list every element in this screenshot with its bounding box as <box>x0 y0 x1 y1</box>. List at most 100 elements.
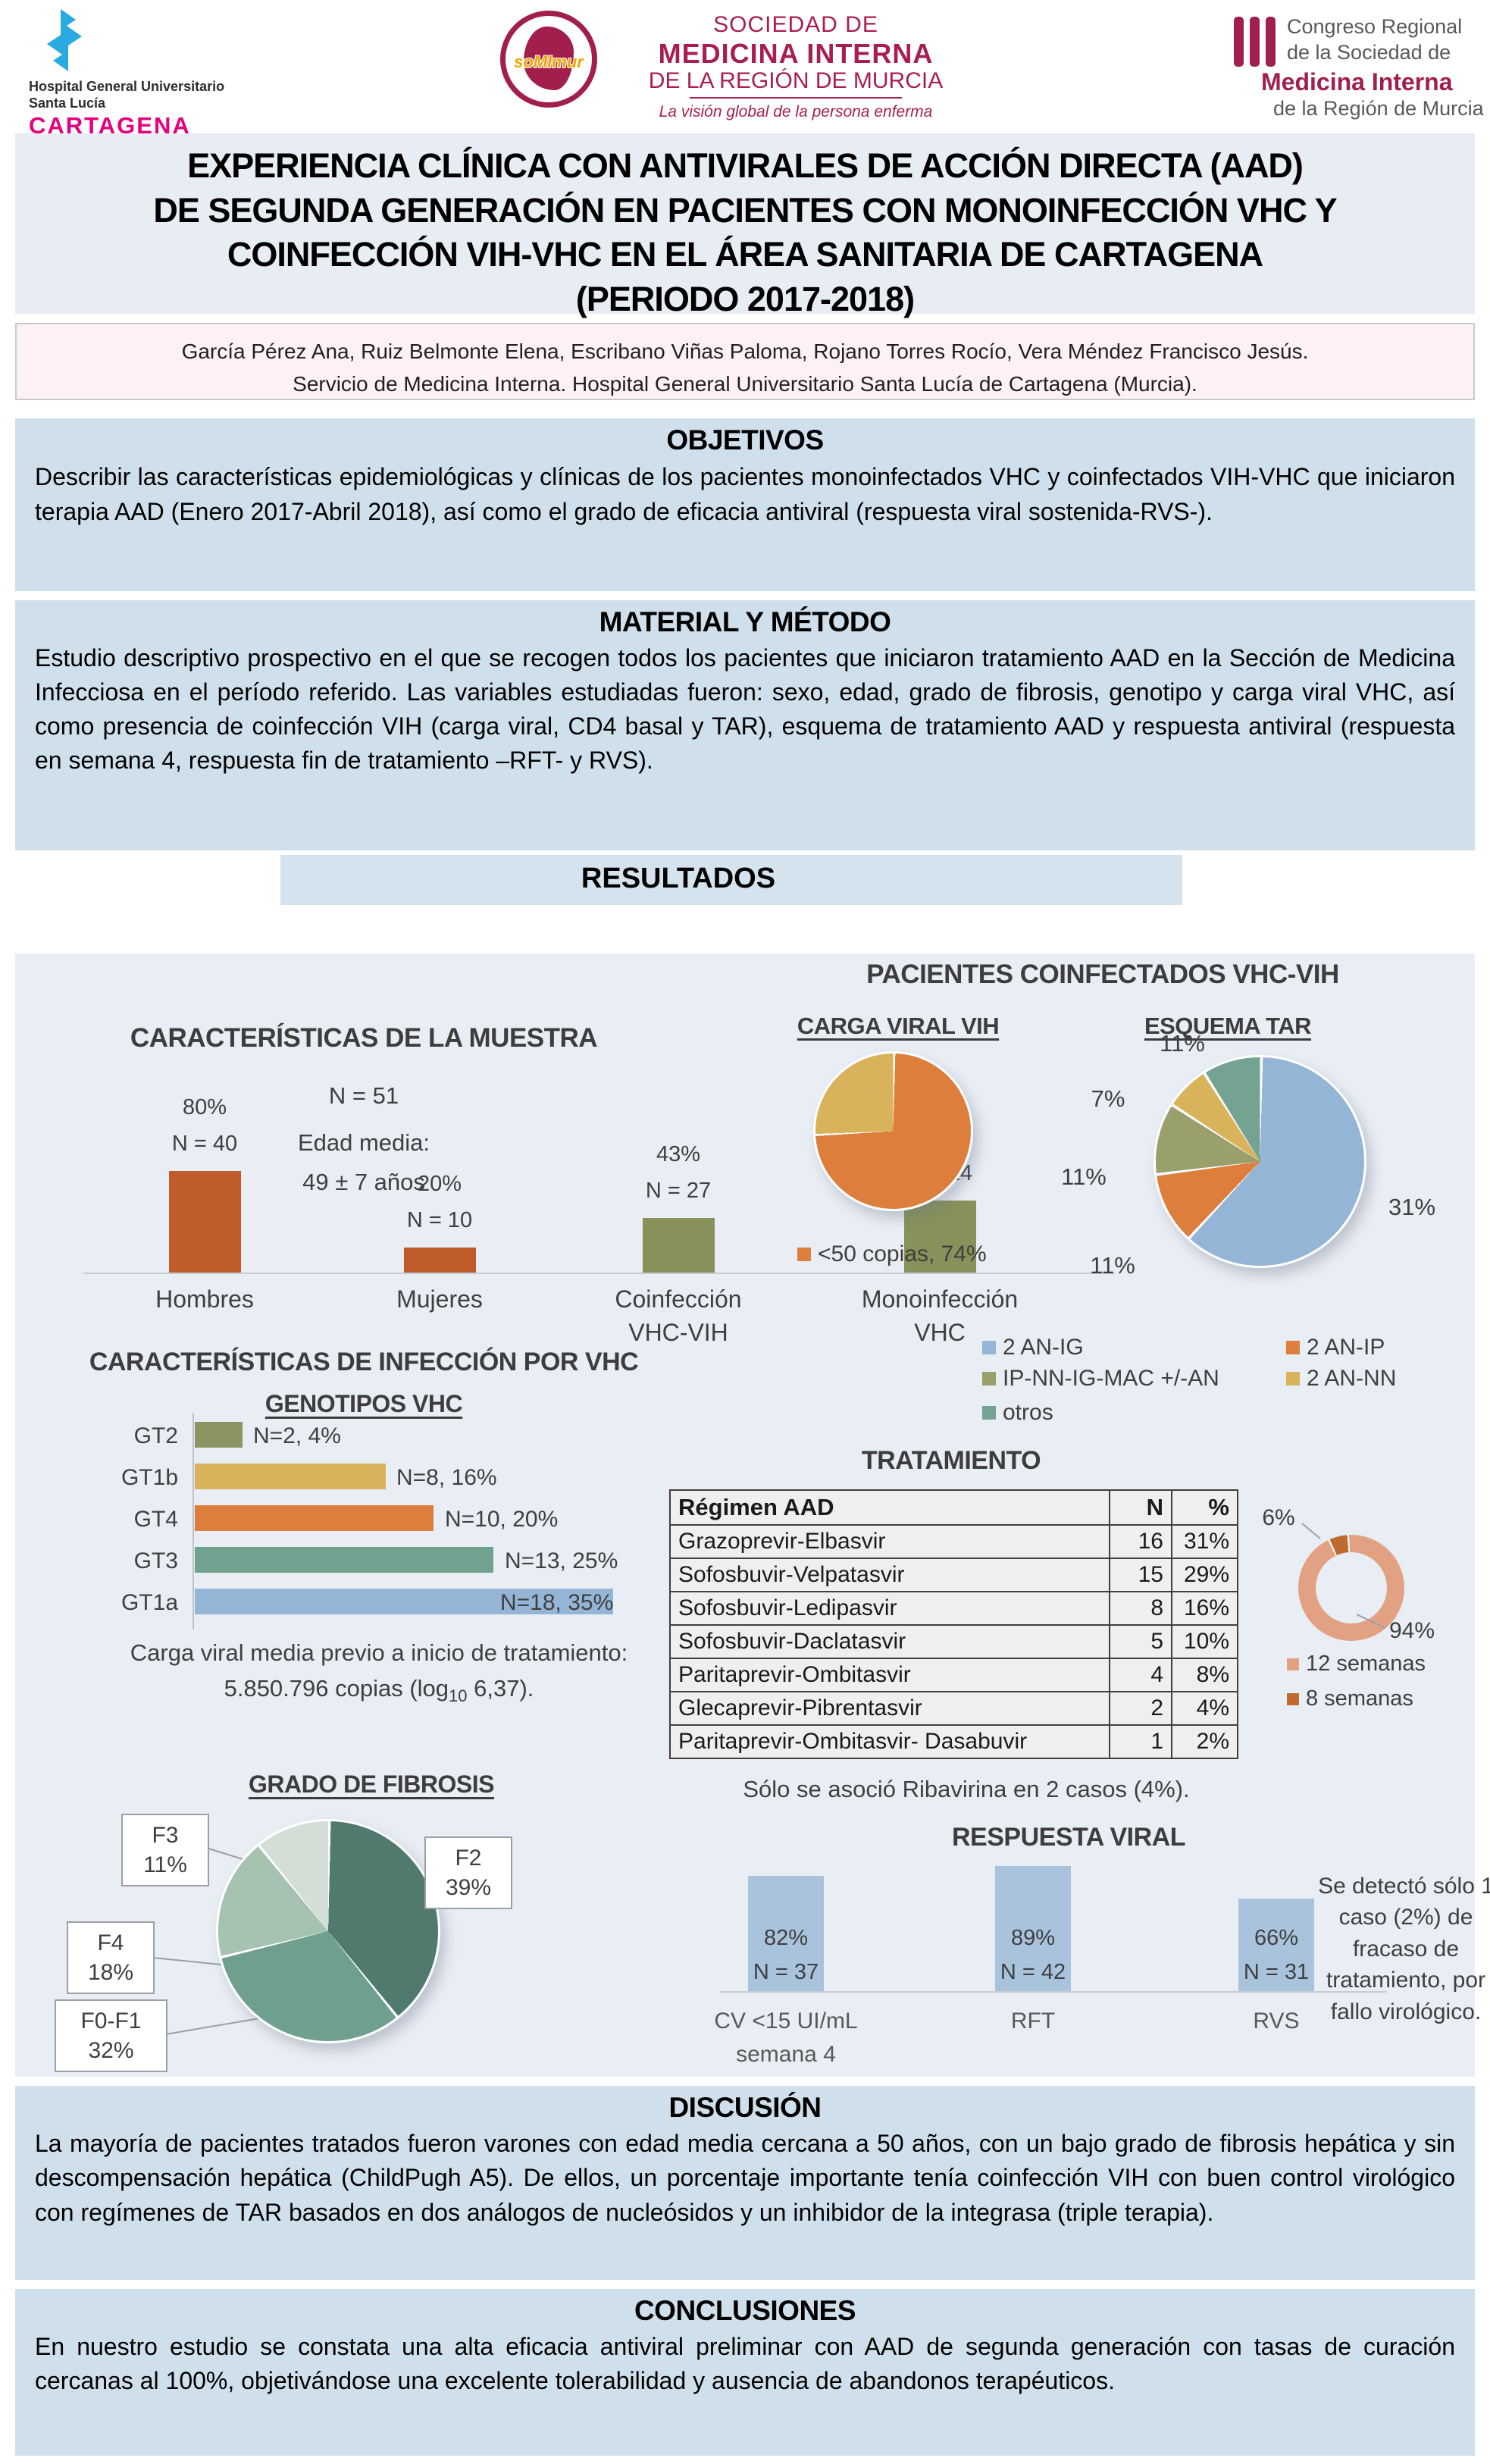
carga-media-pre: 5.850.796 copias (log <box>224 1675 449 1702</box>
muestra-bar-hombres <box>169 1170 241 1273</box>
respuesta-pct-cv: 82% <box>763 1926 809 1950</box>
table-cell: 4 <box>1109 1658 1172 1692</box>
tratamiento-heading: TRATAMIENTO <box>861 1446 1041 1475</box>
muestra-n-total: N = 51 <box>328 1082 399 1109</box>
conclusiones-heading: CONCLUSIONES <box>634 2295 856 2326</box>
muestra-n-hombres: N = 40 <box>171 1132 238 1156</box>
table-cell: Paritaprevir-Ombitasvir- Dasabuvir <box>669 1724 1110 1759</box>
carga-viral-vih-title: CARGA VIRAL VIH <box>797 1013 1000 1039</box>
table-cell: Sofosbuvir-Ledipasvir <box>669 1591 1110 1626</box>
col-pct: % <box>1171 1489 1238 1526</box>
respuesta-n-rvs: N = 31 <box>1243 1960 1310 1984</box>
donut-label-94: 94% <box>1388 1618 1435 1643</box>
table-row: Glecaprevir-Pibrentasvir 2 4% <box>669 1691 1238 1726</box>
genotipos-label-gt2: GT2 <box>133 1423 178 1448</box>
table-cell: 15 <box>1109 1558 1172 1592</box>
respuesta-bar-rvs <box>1238 1898 1314 1992</box>
muestra-pct-hombres: 80% <box>182 1095 227 1119</box>
discusion-heading: DISCUSIÓN <box>668 2092 822 2123</box>
table-cell: Sofosbuvir-Daclatasvir <box>669 1624 1110 1659</box>
respuesta-cat-cv-l1: CV <15 UI/mL <box>714 2008 858 2034</box>
esquema-legend-2anip: 2 AN-IP <box>1286 1335 1385 1360</box>
title-line1: EXPERIENCIA CLÍNICA CON ANTIVIRALES DE A… <box>187 146 1304 185</box>
legend-swatch-12sem <box>1287 1658 1299 1670</box>
table-row: Sofosbuvir-Daclatasvir 5 10% <box>669 1624 1238 1659</box>
genotipos-title: GENOTIPOS VHC <box>265 1390 463 1417</box>
muestra-n-coinfeccion: N = 27 <box>645 1179 712 1203</box>
esquema-label-2anip: 11% <box>1090 1252 1135 1279</box>
coinfectados-heading: PACIENTES COINFECTADOS VHC-VIH <box>866 960 1339 989</box>
muestra-cat-monoinfeccion-l2: VHC <box>914 1319 966 1346</box>
esquema-label-ipnn: 11% <box>1061 1163 1107 1190</box>
society-line2: MEDICINA INTERNA <box>658 38 934 69</box>
col-regimen: Régimen AAD <box>669 1489 1110 1526</box>
esquema-legend-2anig-label: 2 AN-IG <box>1003 1335 1084 1360</box>
genotipos-value-gt2: N=2, 4% <box>253 1423 341 1448</box>
esquema-tar-pie-chart <box>1153 1055 1366 1268</box>
duracion-donut-chart <box>1298 1535 1404 1641</box>
esquema-legend-2annn: 2 AN-NN <box>1286 1366 1396 1392</box>
page-header: Hospital General Universitario Santa Luc… <box>0 0 1490 139</box>
genotipos-label-gt1b: GT1b <box>121 1465 178 1490</box>
muestra-bar-monoinfeccion <box>904 1200 976 1273</box>
vhc-section-heading: CARACTERÍSTICAS DE INFECCIÓN POR VHC <box>89 1348 639 1376</box>
legend-swatch-2annn <box>1286 1372 1300 1385</box>
material-heading: MATERIAL Y MÉTODO <box>599 606 891 637</box>
discusion-body: La mayoría de pacientes tratados fueron … <box>35 2130 1455 2226</box>
fibrosis-f2-name: F2 <box>455 1846 482 1871</box>
hospital-name-line2: Santa Lucía <box>29 95 106 111</box>
muestra-bar-mujeres <box>404 1248 476 1273</box>
fibrosis-callout-f0f1: F0-F1 32% <box>55 1999 167 2072</box>
esquema-label-2annn: 7% <box>1091 1085 1125 1112</box>
table-cell: 5 <box>1109 1624 1172 1659</box>
respuesta-pct-rvs: 66% <box>1254 1926 1299 1950</box>
esquema-legend-2anip-label: 2 AN-IP <box>1307 1335 1385 1360</box>
results-panel: CARACTERÍSTICAS DE LA MUESTRA N = 51 Eda… <box>15 953 1490 2077</box>
legend-swatch-2anip <box>1286 1341 1300 1354</box>
fibrosis-f4-pct: 18% <box>87 1960 134 1985</box>
esquema-tar-title: ESQUEMA TAR <box>1144 1013 1312 1039</box>
fibrosis-title: GRADO DE FIBROSIS <box>249 1771 494 1798</box>
col-n: N <box>1109 1489 1172 1526</box>
genotipos-bar-gt1b <box>195 1464 387 1489</box>
conclusiones-body: En nuestro estudio se constata una alta … <box>35 2333 1455 2395</box>
donut-legend-12sem: 12 semanas <box>1287 1652 1426 1677</box>
congress-line4: de la Región de Murcia <box>1273 97 1484 120</box>
carga-media-post: 6,37). <box>467 1675 534 1702</box>
genotipos-label-gt3: GT3 <box>133 1548 178 1573</box>
society-line3: DE LA REGIÓN DE MURCIA <box>648 68 944 93</box>
genotipos-bar-gt2 <box>195 1422 243 1448</box>
genotipos-value-gt1b: N=8, 16% <box>396 1465 497 1490</box>
muestra-cat-coinfeccion-l1: Coinfección <box>615 1285 742 1313</box>
resultados-heading: RESULTADOS <box>581 863 776 894</box>
donut-leader-lines <box>1301 1523 1386 1629</box>
esquema-legend-otros: otros <box>982 1400 1053 1426</box>
table-cell: 31% <box>1171 1524 1238 1559</box>
genotipos-label-gt4: GT4 <box>133 1507 178 1532</box>
table-cell: Sofosbuvir-Velpatasvir <box>669 1558 1110 1592</box>
seal-text: soMImur <box>514 52 584 71</box>
genotipos-value-gt4: N=10, 20% <box>445 1507 559 1532</box>
fracaso-note: Se detectó sólo 1 caso (2%) de fracaso d… <box>1318 1874 1490 2024</box>
respuesta-cat-rft: RFT <box>1010 2008 1056 2034</box>
title-line3: COINFECCIÓN VIH-VHC EN EL ÁREA SANITARIA… <box>227 235 1263 274</box>
fibrosis-callout-f3: F3 11% <box>121 1814 209 1886</box>
fibrosis-callout-f2: F2 39% <box>424 1836 512 1909</box>
fibrosis-f0f1-pct: 32% <box>88 2038 134 2063</box>
society-seal-icon: soMImur <box>500 11 597 108</box>
table-cell: Grazoprevir-Elbasvir <box>669 1524 1110 1559</box>
table-cell: 10% <box>1171 1624 1238 1659</box>
table-row: Sofosbuvir-Velpatasvir 15 29% <box>669 1558 1238 1592</box>
tratamiento-table: Régimen AAD N % Grazoprevir-Elbasvir 16 31… <box>669 1489 1238 1759</box>
donut-legend-12sem-label: 12 semanas <box>1306 1652 1426 1676</box>
esquema-legend-otros-label: otros <box>1003 1400 1053 1425</box>
table-header-row: Régimen AAD N % <box>669 1489 1238 1526</box>
table-cell: 16% <box>1171 1591 1238 1626</box>
respuesta-bar-rft <box>995 1865 1071 1992</box>
fibrosis-f4-name: F4 <box>97 1930 124 1955</box>
table-row: Paritaprevir-Ombitasvir- Dasabuvir 1 2% <box>669 1724 1238 1759</box>
esquema-label-2anig: 31% <box>1388 1194 1436 1220</box>
muestra-cat-coinfeccion-l2: VHC-VIH <box>628 1319 728 1346</box>
table-row: Paritaprevir-Ombitasvir 4 8% <box>669 1658 1238 1692</box>
genotipos-bar-gt4 <box>195 1505 434 1531</box>
